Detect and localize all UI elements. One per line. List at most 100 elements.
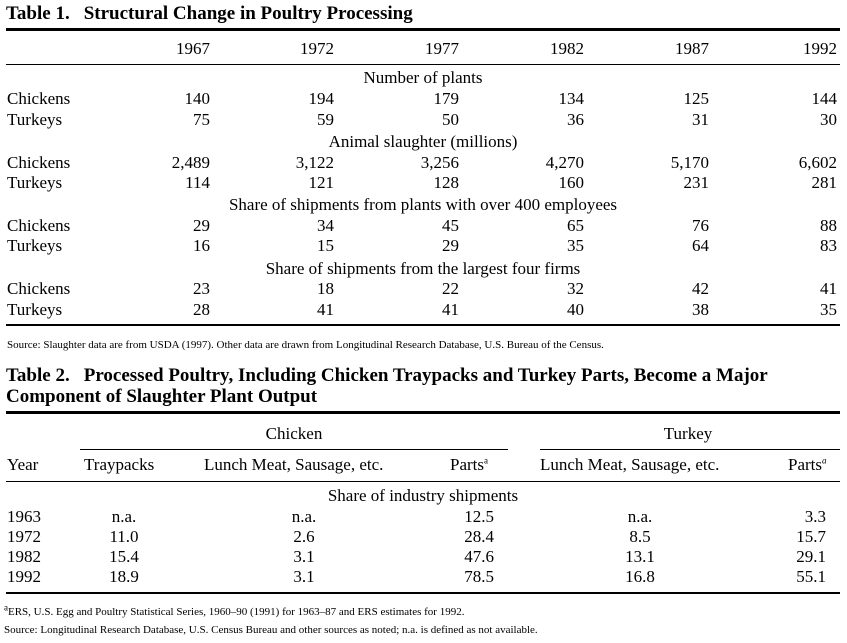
row-label: Turkeys [7, 300, 63, 319]
table-cell: 36 [567, 110, 584, 129]
table-cell: 15 [317, 236, 334, 255]
table-cell: 23 [193, 279, 210, 298]
row-label: Turkeys [7, 110, 63, 129]
table1-section-heading: Share of shipments from plants with over… [228, 195, 618, 214]
row-label: Chickens [7, 216, 71, 235]
row-label: Turkeys [7, 173, 63, 192]
table-cell: 75 [193, 110, 210, 129]
col-header-year: Year [7, 455, 39, 474]
table-cell: 41 [820, 279, 837, 298]
table-cell: 2,489 [171, 153, 210, 172]
table-cell: 4,270 [545, 153, 584, 172]
col-header-chicken-parts-label: Parts [450, 455, 484, 474]
table-cell: 65 [567, 216, 584, 235]
table-cell: 40 [567, 300, 584, 319]
table-cell: 18.9 [109, 567, 139, 586]
table-cell: 281 [811, 173, 838, 192]
table-cell: 41 [442, 300, 459, 319]
table-cell: 18 [317, 279, 334, 298]
table-cell: 59 [317, 110, 334, 129]
table2-section-heading: Share of industry shipments [327, 486, 519, 505]
table-cell: 47.6 [464, 547, 494, 566]
table-cell: 125 [683, 89, 710, 108]
table-cell: 231 [683, 173, 710, 192]
table1-title-text: Structural Change in Poultry Processing [83, 3, 413, 24]
chicken-group-header: Chicken [265, 424, 323, 443]
row-label: Chickens [7, 89, 71, 108]
col-header-turkey-lunch-meat: Lunch Meat, Sausage, etc. [540, 455, 720, 474]
table-cell: 29 [193, 216, 210, 235]
table1-year-1992: 1992 [803, 39, 837, 58]
table-cell: 179 [433, 89, 460, 108]
turkey-group-header: Turkey [663, 424, 713, 443]
table-cell: 28.4 [464, 527, 494, 546]
table-cell: 34 [317, 216, 334, 235]
table-cell: 11.0 [109, 527, 139, 546]
table-cell: 140 [184, 89, 211, 108]
table2-title: Table 2. Processed Poultry, Including Chi… [6, 365, 768, 387]
table-cell: 22 [442, 279, 459, 298]
row-label: Chickens [7, 153, 71, 172]
table-cell: 6,602 [798, 153, 837, 172]
table-cell: 2.6 [293, 527, 315, 546]
table1-bottom-rule [6, 324, 840, 326]
table-cell: 13.1 [625, 547, 655, 566]
col-header-chicken-lunch-meat: Lunch Meat, Sausage, etc. [204, 455, 384, 474]
table-cell: 35 [567, 236, 584, 255]
table-cell: 83 [820, 236, 837, 255]
table-cell: 45 [442, 216, 459, 235]
row-year: 1972 [7, 527, 41, 546]
col-header-turkey-parts-label: Parts [788, 455, 822, 474]
table-cell: n.a. [627, 507, 653, 526]
table-cell: 3,122 [295, 153, 334, 172]
table-cell: 15.4 [109, 547, 139, 566]
table2-footnote-a: aERS, U.S. Egg and Poultry Statistical S… [4, 603, 464, 619]
table1-year-1967: 1967 [176, 39, 210, 58]
chicken-group-rule [80, 449, 508, 450]
table1-title: Table 1. Structural Change in Poultry Pro… [6, 3, 413, 25]
table-cell: 8.5 [629, 527, 651, 546]
table-cell: 3.1 [293, 547, 315, 566]
table1-section-heading: Number of plants [363, 68, 483, 87]
table-cell: 15.7 [796, 527, 826, 546]
table-cell: n.a. [291, 507, 317, 526]
table2-source-note: Source: Longitudinal Research Database, … [4, 624, 538, 636]
table-cell: 3.1 [293, 567, 315, 586]
table-cell: 12.5 [464, 507, 494, 526]
table-cell: 28 [193, 300, 210, 319]
row-year: 1963 [7, 507, 41, 526]
table-cell: 160 [558, 173, 585, 192]
table-cell: 29 [442, 236, 459, 255]
col-header-chicken-parts: Partsa [450, 455, 488, 475]
table-cell: 144 [811, 89, 838, 108]
table-cell: 88 [820, 216, 837, 235]
table-cell: 134 [558, 89, 585, 108]
table2-title-line2: Component of Slaughter Plant Output [6, 386, 318, 407]
table-cell: 16.8 [625, 567, 655, 586]
table-cell: 3,256 [420, 153, 459, 172]
table2-top-rule [6, 411, 840, 414]
table-cell: 78.5 [464, 567, 494, 586]
table-cell: 64 [692, 236, 709, 255]
table-cell: 121 [308, 173, 335, 192]
table-cell: 55.1 [796, 567, 826, 586]
table-cell: 30 [820, 110, 837, 129]
table-cell: 128 [433, 173, 460, 192]
table2-header-rule [6, 481, 840, 482]
row-year: 1992 [7, 567, 41, 586]
table1-year-1977: 1977 [425, 39, 459, 58]
table1-number: Table 1. [6, 3, 70, 24]
turkey-group-rule [540, 449, 840, 450]
table-cell: 38 [692, 300, 709, 319]
table1-section-heading: Animal slaughter (millions) [328, 132, 518, 151]
table-cell: 32 [567, 279, 584, 298]
table-cell: 16 [193, 236, 210, 255]
table-cell: 194 [308, 89, 335, 108]
col-header-turkey-parts: Partsa [788, 455, 827, 475]
table2-bottom-rule [6, 592, 840, 594]
table-cell: 35 [820, 300, 837, 319]
row-year: 1982 [7, 547, 41, 566]
table-cell: 3.3 [804, 507, 826, 526]
footnote-marker: a [484, 455, 488, 466]
